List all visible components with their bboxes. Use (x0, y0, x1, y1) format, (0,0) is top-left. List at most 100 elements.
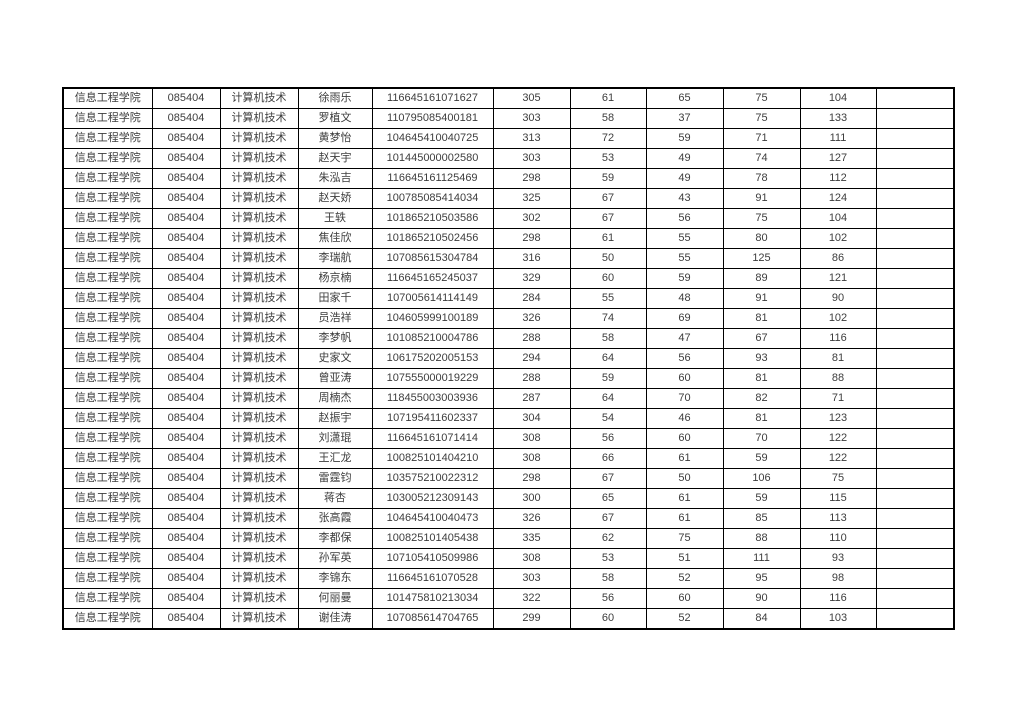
cell-score-2: 59 (569, 168, 647, 189)
cell-major-code: 085404 (151, 87, 221, 109)
cell-score-2: 60 (569, 608, 647, 630)
cell-empty (875, 528, 955, 549)
cell-empty (875, 448, 955, 469)
cell-score-1: 299 (492, 608, 571, 630)
cell-score-5: 98 (799, 568, 877, 589)
cell-score-2: 50 (569, 248, 647, 269)
cell-major-name: 计算机技术 (219, 608, 299, 630)
table-row: 信息工程学院 085404 计算机技术 李都保 100825101405438 … (62, 528, 955, 549)
cell-score-3: 60 (645, 428, 724, 449)
cell-college: 信息工程学院 (62, 388, 153, 409)
cell-score-2: 74 (569, 308, 647, 329)
cell-score-3: 59 (645, 128, 724, 149)
cell-score-4: 111 (722, 548, 801, 569)
cell-candidate-id: 116645161125469 (371, 168, 494, 189)
cell-college: 信息工程学院 (62, 528, 153, 549)
cell-score-2: 60 (569, 268, 647, 289)
cell-major-code: 085404 (151, 248, 221, 269)
cell-candidate-id: 107085614704765 (371, 608, 494, 630)
cell-score-5: 75 (799, 468, 877, 489)
cell-empty (875, 588, 955, 609)
cell-score-4: 75 (722, 108, 801, 129)
cell-score-4: 82 (722, 388, 801, 409)
cell-score-4: 78 (722, 168, 801, 189)
cell-score-2: 56 (569, 428, 647, 449)
table-row: 信息工程学院 085404 计算机技术 徐雨乐 116645161071627 … (62, 87, 955, 109)
cell-college: 信息工程学院 (62, 148, 153, 169)
cell-major-code: 085404 (151, 128, 221, 149)
cell-score-1: 303 (492, 148, 571, 169)
cell-major-name: 计算机技术 (219, 168, 299, 189)
cell-score-3: 60 (645, 588, 724, 609)
cell-score-3: 61 (645, 448, 724, 469)
cell-college: 信息工程学院 (62, 168, 153, 189)
cell-major-name: 计算机技术 (219, 228, 299, 249)
cell-student-name: 黄梦怡 (297, 128, 373, 149)
table-row: 信息工程学院 085404 计算机技术 杨京楠 116645165245037 … (62, 268, 955, 289)
cell-student-name: 员浩祥 (297, 308, 373, 329)
table-row: 信息工程学院 085404 计算机技术 员浩祥 104605999100189 … (62, 308, 955, 329)
cell-candidate-id: 118455003003936 (371, 388, 494, 409)
cell-college: 信息工程学院 (62, 568, 153, 589)
cell-major-name: 计算机技术 (219, 488, 299, 509)
cell-score-2: 62 (569, 528, 647, 549)
cell-score-1: 316 (492, 248, 571, 269)
table-row: 信息工程学院 085404 计算机技术 赵天宇 101445000002580 … (62, 148, 955, 169)
cell-score-3: 75 (645, 528, 724, 549)
cell-empty (875, 488, 955, 509)
cell-candidate-id: 107085615304784 (371, 248, 494, 269)
cell-score-3: 52 (645, 608, 724, 630)
cell-score-1: 284 (492, 288, 571, 309)
cell-score-1: 294 (492, 348, 571, 369)
cell-student-name: 李锦东 (297, 568, 373, 589)
cell-major-code: 085404 (151, 368, 221, 389)
cell-empty (875, 188, 955, 209)
cell-student-name: 李瑞航 (297, 248, 373, 269)
cell-student-name: 蒋杏 (297, 488, 373, 509)
cell-major-code: 085404 (151, 428, 221, 449)
cell-score-2: 67 (569, 208, 647, 229)
cell-score-5: 103 (799, 608, 877, 630)
cell-score-4: 84 (722, 608, 801, 630)
cell-college: 信息工程学院 (62, 188, 153, 209)
cell-score-5: 93 (799, 548, 877, 569)
cell-score-4: 81 (722, 368, 801, 389)
cell-score-3: 49 (645, 168, 724, 189)
cell-score-1: 287 (492, 388, 571, 409)
table-row: 信息工程学院 085404 计算机技术 刘潇琨 116645161071414 … (62, 428, 955, 449)
cell-score-2: 53 (569, 548, 647, 569)
cell-major-name: 计算机技术 (219, 468, 299, 489)
cell-score-5: 116 (799, 328, 877, 349)
cell-score-5: 116 (799, 588, 877, 609)
cell-score-3: 59 (645, 268, 724, 289)
cell-score-1: 305 (492, 87, 571, 109)
cell-candidate-id: 101085210004786 (371, 328, 494, 349)
cell-score-4: 85 (722, 508, 801, 529)
cell-student-name: 谢佳涛 (297, 608, 373, 630)
cell-major-name: 计算机技术 (219, 368, 299, 389)
cell-major-name: 计算机技术 (219, 568, 299, 589)
cell-score-5: 121 (799, 268, 877, 289)
cell-major-code: 085404 (151, 188, 221, 209)
cell-empty (875, 408, 955, 429)
cell-major-code: 085404 (151, 488, 221, 509)
cell-major-name: 计算机技术 (219, 448, 299, 469)
cell-major-code: 085404 (151, 208, 221, 229)
cell-major-code: 085404 (151, 388, 221, 409)
cell-score-1: 308 (492, 428, 571, 449)
cell-major-name: 计算机技术 (219, 348, 299, 369)
cell-college: 信息工程学院 (62, 228, 153, 249)
cell-student-name: 朱泓吉 (297, 168, 373, 189)
cell-student-name: 何丽曼 (297, 588, 373, 609)
cell-score-5: 71 (799, 388, 877, 409)
cell-score-1: 298 (492, 468, 571, 489)
cell-score-2: 58 (569, 568, 647, 589)
table-row: 信息工程学院 085404 计算机技术 焦佳欣 101865210502456 … (62, 228, 955, 249)
cell-empty (875, 368, 955, 389)
cell-major-code: 085404 (151, 328, 221, 349)
cell-empty (875, 568, 955, 589)
cell-score-4: 125 (722, 248, 801, 269)
cell-score-1: 313 (492, 128, 571, 149)
cell-empty (875, 87, 955, 109)
cell-score-4: 106 (722, 468, 801, 489)
